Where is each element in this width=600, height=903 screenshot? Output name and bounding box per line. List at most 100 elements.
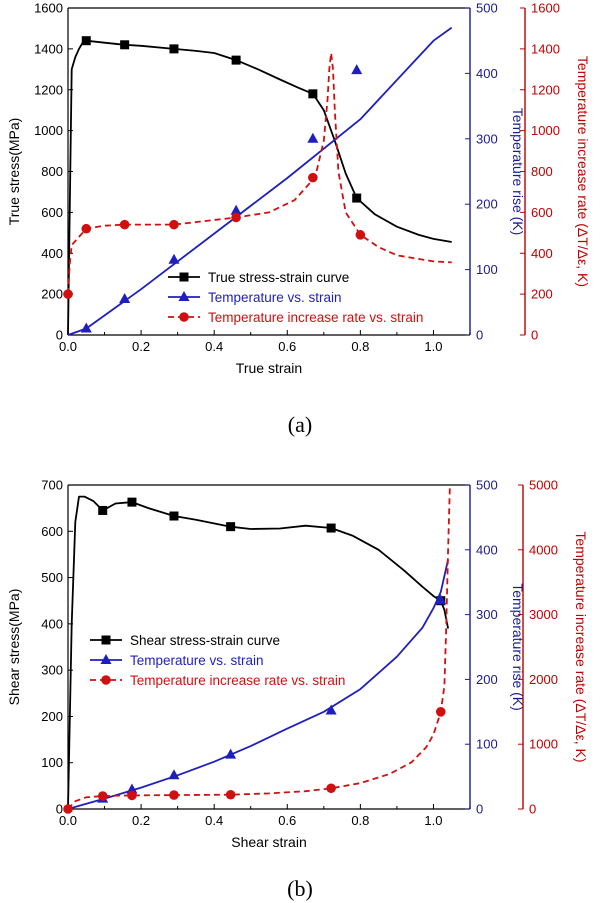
data-point <box>126 783 138 794</box>
data-point <box>168 253 180 264</box>
data-point <box>80 322 92 333</box>
data-point <box>81 36 91 46</box>
x-tick-label: 0.8 <box>351 339 369 354</box>
left-axis-title: Shear stress(MPa) <box>6 589 22 706</box>
right1-tick-label: 200 <box>476 197 498 212</box>
data-point <box>326 783 336 794</box>
data-point <box>119 293 131 304</box>
data-point <box>225 789 236 800</box>
data-point <box>226 522 236 532</box>
legend: True stress-strain curve Temperature vs. … <box>168 270 423 325</box>
right2-tick-label: 1200 <box>531 82 560 97</box>
x-axis-title: True strain <box>236 360 302 376</box>
data-point <box>307 132 319 143</box>
data-point <box>230 204 242 215</box>
left-tick-label: 1600 <box>34 1 63 16</box>
x-axis-title: Shear strain <box>231 834 306 850</box>
series-3 <box>63 52 452 299</box>
x-tick-label: 0.0 <box>59 813 77 828</box>
x-tick-label: 0.6 <box>278 339 296 354</box>
left-tick-label: 0 <box>56 328 63 343</box>
left-tick-label: 400 <box>41 616 63 631</box>
right2-tick-label: 1400 <box>531 41 560 56</box>
right1-axis-title: Temperature rise (K) <box>510 108 526 236</box>
right1-tick-label: 0 <box>476 328 483 343</box>
right2-tick-label: 400 <box>531 246 553 261</box>
series-2 <box>67 26 453 336</box>
right1-tick-label: 100 <box>476 737 498 752</box>
caption-b: (b) <box>287 876 313 901</box>
data-point <box>308 172 318 183</box>
chart-b: 0.0 0.2 0.4 0.6 0.8 1.0 0 100 200 300 400 500 600 700… <box>6 478 589 851</box>
series-line <box>67 52 452 295</box>
data-point <box>119 219 130 230</box>
series-line <box>67 26 453 336</box>
left-tick-label: 200 <box>41 287 63 302</box>
right2-tick-label: 200 <box>531 287 553 302</box>
right2-tick-label: 1600 <box>531 1 560 16</box>
right1-tick-label: 0 <box>476 802 483 817</box>
data-point <box>325 704 337 715</box>
data-point <box>127 497 137 507</box>
data-point <box>97 791 108 801</box>
right2-tick-label: 600 <box>531 205 553 220</box>
legend-label: Temperature vs. strain <box>208 290 342 305</box>
left-tick-label: 100 <box>41 755 63 770</box>
left-tick-label: 800 <box>41 164 63 179</box>
data-point <box>351 64 363 75</box>
legend-marker <box>101 635 111 645</box>
x-tick-label: 0.8 <box>351 813 369 828</box>
x-tick-label: 1.0 <box>424 339 442 354</box>
right2-axis-title: Temperature increase rate (ΔT/Δε, K) <box>575 56 591 287</box>
legend-marker <box>178 291 190 301</box>
left-tick-label: 0 <box>56 802 63 817</box>
right2-tick-label: 4000 <box>529 542 558 557</box>
right1-tick-label: 300 <box>476 131 498 146</box>
data-point <box>225 748 237 759</box>
x-tick-label: 0.2 <box>132 339 150 354</box>
right1-axis-title: Temperature rise (K) <box>510 583 526 711</box>
series-3 <box>63 484 451 814</box>
data-point <box>352 193 362 203</box>
data-point <box>63 804 73 814</box>
legend-marker <box>101 675 111 685</box>
right1-tick-label: 400 <box>476 66 498 81</box>
data-point <box>231 55 241 65</box>
right2-tick-label: 3000 <box>529 607 558 622</box>
x-tick-label: 0.4 <box>205 813 223 828</box>
right2-axis-title: Temperature increase rate (ΔT/Δε, K) <box>573 531 589 762</box>
legend-label: Shear stress-strain curve <box>130 633 280 648</box>
right1-tick-label: 500 <box>476 478 498 493</box>
left-tick-label: 200 <box>41 709 63 724</box>
data-point <box>355 230 366 240</box>
data-point <box>169 790 179 800</box>
right1-tick-label: 200 <box>476 672 498 687</box>
data-point <box>231 212 241 223</box>
left-axis-title: True stress(MPa) <box>6 118 22 226</box>
x-tick-label: 1.0 <box>424 813 442 828</box>
left-tick-label: 1400 <box>34 41 63 56</box>
left-tick-label: 600 <box>41 205 63 220</box>
right1-tick-label: 400 <box>476 542 498 557</box>
data-point <box>81 223 92 234</box>
data-point <box>63 289 73 299</box>
data-point <box>168 769 180 780</box>
left-tick-label: 700 <box>41 478 63 493</box>
data-point <box>120 40 130 50</box>
left-tick-label: 400 <box>41 246 63 261</box>
legend-marker <box>179 312 189 322</box>
data-point <box>98 505 108 515</box>
legend-label: Temperature increase rate vs. strain <box>130 673 345 688</box>
right2-tick-label: 1000 <box>531 123 560 138</box>
x-tick-label: 0.2 <box>132 813 150 828</box>
chart-a: 0.0 0.2 0.4 0.6 0.8 1.00200400600800100012001… <box>6 1 591 377</box>
right1-tick-label: 300 <box>476 607 498 622</box>
legend-marker <box>100 654 112 664</box>
right2-tick-label: 5000 <box>529 478 558 493</box>
data-point <box>435 707 446 717</box>
right1-tick-label: 100 <box>476 262 498 277</box>
x-tick-label: 0.4 <box>205 339 223 354</box>
series-1 <box>67 36 452 336</box>
data-point <box>169 511 179 521</box>
